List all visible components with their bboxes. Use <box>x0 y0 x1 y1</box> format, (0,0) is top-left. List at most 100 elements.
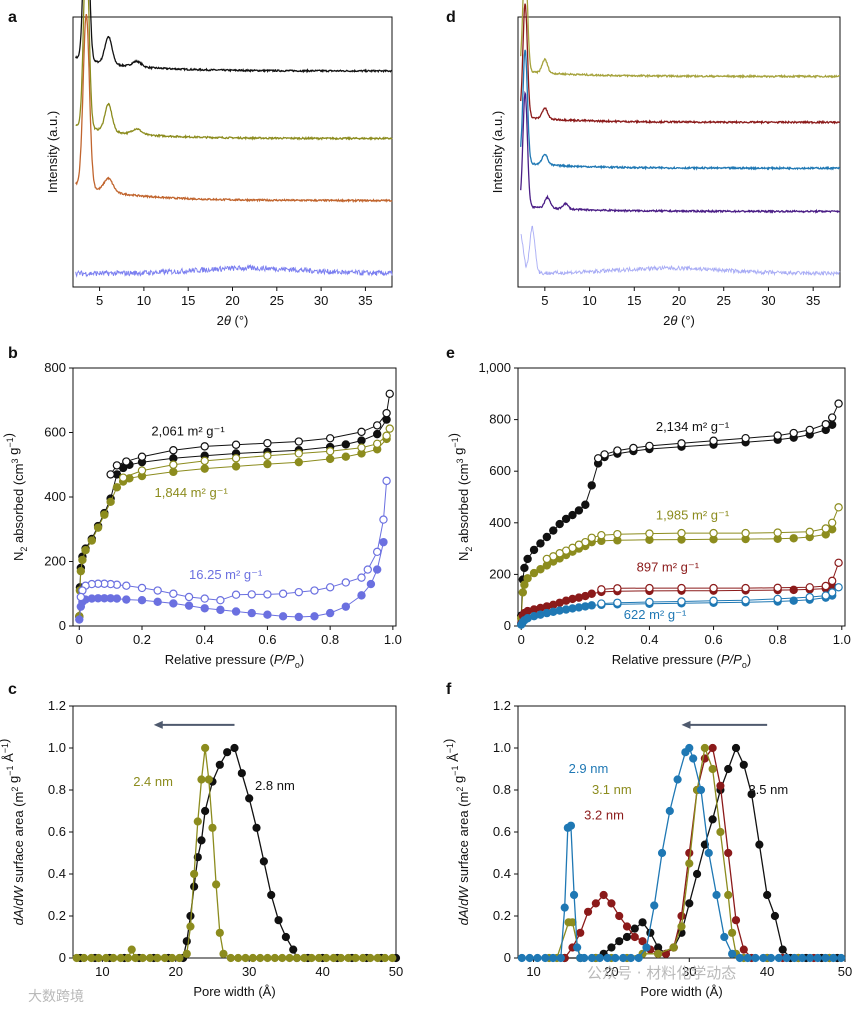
data-point <box>94 953 103 963</box>
data-point <box>87 953 96 963</box>
data-point <box>622 932 632 942</box>
x-axis-title-part: (°) <box>677 313 694 328</box>
data-point <box>294 612 303 622</box>
data-point <box>357 443 366 452</box>
x-tick-label: 0 <box>76 632 83 647</box>
y-axis-title: N2 absorbed (cm3 g−1) <box>1 433 29 561</box>
isotherm-desorption <box>542 503 843 564</box>
data-point <box>372 421 382 430</box>
data-point <box>200 464 209 473</box>
data-point <box>75 615 84 624</box>
data-point <box>591 899 600 908</box>
data-point <box>122 581 131 590</box>
data-point <box>770 911 780 921</box>
data-point <box>247 590 256 599</box>
data-point <box>169 467 178 477</box>
data-point <box>281 932 290 942</box>
data-point <box>613 584 622 593</box>
data-point <box>638 918 647 927</box>
data-point <box>654 949 663 958</box>
data-point <box>116 953 125 963</box>
data-point <box>168 953 177 963</box>
data-point <box>677 911 686 921</box>
data-point <box>773 528 782 537</box>
data-point <box>325 583 335 592</box>
data-point <box>595 953 604 963</box>
data-point <box>613 446 622 455</box>
data-point <box>536 539 545 548</box>
data-point <box>300 953 309 963</box>
data-point <box>226 953 235 963</box>
data-point <box>529 545 539 555</box>
y-axis-title-part: ) <box>1 433 16 437</box>
x-tick-label: 10 <box>526 964 540 979</box>
data-point <box>197 775 206 784</box>
data-point <box>576 928 585 937</box>
isotherm-desorption <box>593 399 843 463</box>
data-point <box>587 601 596 610</box>
panel-letter-c: c <box>8 681 17 698</box>
data-point <box>274 916 283 925</box>
y-axis-title-part: −1 <box>5 437 15 447</box>
panel-letter-b: b <box>8 345 18 362</box>
psd-series <box>560 743 834 963</box>
data-point <box>619 953 628 963</box>
data-point <box>630 924 639 933</box>
x-axis-title-part: θ <box>224 313 231 328</box>
isotherm-adsorption <box>75 434 391 621</box>
data-point <box>569 890 579 900</box>
data-point <box>379 515 388 524</box>
data-point <box>100 510 109 519</box>
data-point <box>759 953 768 963</box>
data-point <box>724 890 733 900</box>
data-point <box>548 953 558 963</box>
panel-b: 0 0.2 0.4 0.6 0.8 1.0 0 200 400 600 800 Relative pr… <box>1 360 402 670</box>
data-point <box>200 456 209 466</box>
data-point <box>231 440 241 449</box>
x-tick-label: 5 <box>96 293 103 308</box>
y-tick-label: 0 <box>59 950 66 965</box>
data-point <box>325 454 335 464</box>
data-point <box>72 953 81 963</box>
data-point <box>259 857 268 866</box>
y-axis-title-part: dA <box>456 909 471 925</box>
plot-frame <box>72 16 393 288</box>
data-point <box>263 459 272 469</box>
data-point <box>285 953 294 963</box>
isotherm-desorption <box>118 424 394 482</box>
xrd-trace-1 <box>520 0 841 79</box>
data-point <box>385 424 394 433</box>
panel-e: 0 0.2 0.4 0.6 0.8 1.0 0 200 400 600 800 1,000 Relati… <box>446 360 851 670</box>
data-point <box>153 597 162 607</box>
data-point <box>560 903 569 912</box>
data-point <box>169 460 178 469</box>
data-point <box>593 454 603 463</box>
y-axis-title-part: 3 <box>10 458 20 463</box>
x-axis-title-part: Relative pressure ( <box>165 652 275 667</box>
data-point <box>363 565 372 574</box>
y-tick-label: 0.2 <box>493 908 511 923</box>
data-point <box>137 452 147 461</box>
data-point <box>827 518 837 528</box>
y-tick-label: 1,000 <box>478 360 511 375</box>
plot-frame <box>72 705 397 959</box>
psd-line <box>564 746 838 959</box>
data-point <box>541 953 550 963</box>
data-point <box>373 953 382 963</box>
y-axis-title-part: 2 <box>464 547 474 552</box>
data-point <box>216 596 225 605</box>
x-axis-title: Relative pressure (P/Po) <box>165 652 304 670</box>
xrd-trace-1 <box>75 0 393 74</box>
data-point <box>773 583 782 593</box>
data-point <box>112 461 122 470</box>
data-point <box>76 566 86 576</box>
xrd-trace-4 <box>75 263 393 278</box>
data-point <box>223 748 232 757</box>
data-point <box>153 953 162 963</box>
data-point <box>790 953 799 963</box>
data-point <box>834 583 843 592</box>
data-point <box>201 806 210 816</box>
data-point <box>372 429 382 439</box>
data-point <box>700 840 709 849</box>
psd-line <box>564 746 830 959</box>
